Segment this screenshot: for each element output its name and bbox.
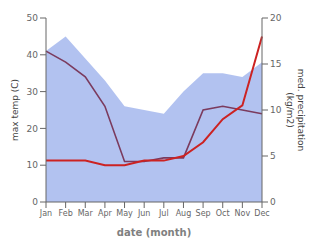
svg-text:5: 5 <box>270 151 276 161</box>
svg-text:15: 15 <box>270 59 281 69</box>
svg-text:20: 20 <box>27 124 39 134</box>
svg-text:Oct: Oct <box>216 209 230 218</box>
svg-text:med. precipitation(kg/m2): med. precipitation(kg/m2) <box>285 69 306 151</box>
svg-text:Nov: Nov <box>235 209 251 218</box>
svg-text:Aug: Aug <box>176 209 192 218</box>
svg-text:May: May <box>116 209 133 218</box>
svg-text:Jan: Jan <box>39 209 52 218</box>
svg-text:Jul: Jul <box>158 209 169 218</box>
svg-text:50: 50 <box>27 13 39 23</box>
svg-text:date (month): date (month) <box>117 227 191 238</box>
svg-text:max temp (C): max temp (C) <box>10 79 20 141</box>
svg-text:10: 10 <box>270 105 282 115</box>
svg-text:20: 20 <box>270 13 282 23</box>
svg-text:Apr: Apr <box>98 209 113 218</box>
svg-text:0: 0 <box>32 197 38 207</box>
svg-text:Feb: Feb <box>59 209 73 218</box>
svg-text:Jun: Jun <box>137 209 151 218</box>
svg-text:30: 30 <box>27 87 39 97</box>
svg-text:10: 10 <box>27 160 39 170</box>
svg-text:Mar: Mar <box>78 209 94 218</box>
svg-text:Sep: Sep <box>196 209 211 218</box>
svg-text:40: 40 <box>27 50 39 60</box>
svg-text:Dec: Dec <box>254 209 269 218</box>
svg-text:0: 0 <box>270 197 276 207</box>
